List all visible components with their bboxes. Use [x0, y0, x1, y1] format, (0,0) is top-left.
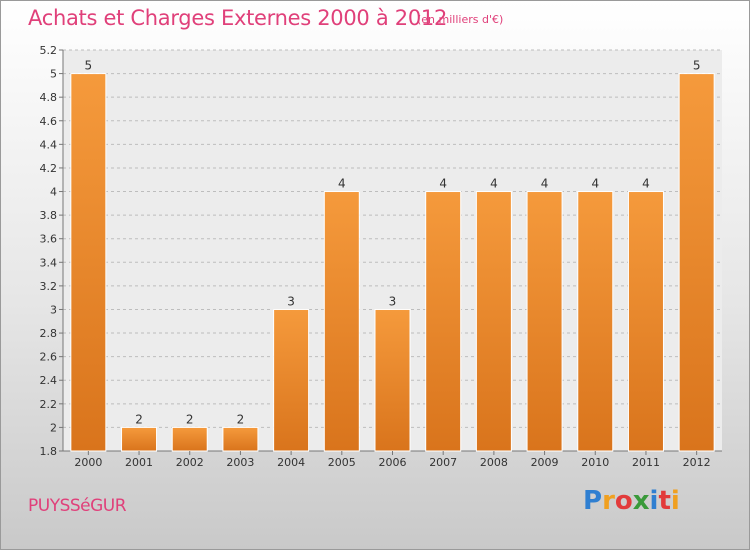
bar [577, 191, 614, 452]
bar-value-label: 4 [338, 177, 346, 191]
chart-title: Achats et Charges Externes 2000 à 2012 [28, 6, 448, 30]
y-tick-label: 3.2 [40, 280, 58, 293]
bar [374, 308, 411, 452]
logo-letter: r [602, 486, 615, 516]
y-tick-label: 2.6 [40, 351, 58, 364]
bar-value-label: 3 [287, 294, 295, 308]
y-tick-label: 4 [50, 186, 57, 199]
bar-value-label: 4 [591, 177, 599, 191]
y-tick-label: 3.8 [40, 209, 58, 222]
bar [425, 191, 462, 452]
bar-value-label: 4 [642, 177, 650, 191]
bar-value-label: 5 [85, 59, 93, 73]
x-tick-label: 2001 [125, 456, 153, 469]
x-tick-label: 2012 [683, 456, 711, 469]
bar [121, 426, 158, 452]
bar [678, 73, 715, 452]
logo-letter: o [614, 486, 633, 516]
x-tick-label: 2010 [581, 456, 609, 469]
bar-value-label: 2 [237, 412, 245, 426]
bar [526, 191, 563, 452]
y-tick-label: 3.4 [40, 256, 58, 269]
bar-value-label: 4 [490, 177, 498, 191]
bar-value-label: 3 [389, 294, 397, 308]
logo-letter: t [658, 486, 671, 516]
y-tick-label: 4.2 [40, 162, 58, 175]
logo-letter: i [649, 486, 659, 516]
logo-letter: i [670, 486, 680, 516]
x-tick-label: 2005 [328, 456, 356, 469]
bar [273, 308, 310, 452]
x-tick-label: 2006 [379, 456, 407, 469]
y-tick-label: 2 [50, 421, 57, 434]
y-tick-label: 5.2 [40, 44, 58, 57]
x-tick-label: 2004 [277, 456, 305, 469]
x-tick-label: 2002 [176, 456, 204, 469]
y-tick-label: 3 [50, 303, 57, 316]
bar-value-label: 2 [135, 412, 143, 426]
proxiti-logo: Proxiti [583, 486, 680, 516]
y-tick-label: 4.8 [40, 91, 58, 104]
x-tick-label: 2007 [429, 456, 457, 469]
x-tick-label: 2011 [632, 456, 660, 469]
bar-value-label: 4 [439, 177, 447, 191]
bar [222, 426, 259, 452]
bar [171, 426, 208, 452]
bar [475, 191, 512, 452]
y-tick-label: 2.2 [40, 398, 58, 411]
x-tick-label: 2009 [531, 456, 559, 469]
x-tick-label: 2000 [74, 456, 102, 469]
chart-unit: (en milliers d'€) [417, 13, 504, 26]
bar-value-label: 2 [186, 412, 194, 426]
x-tick-label: 2003 [226, 456, 254, 469]
bar-value-label: 5 [693, 59, 701, 73]
y-tick-label: 4.4 [40, 138, 58, 151]
y-tick-label: 2.8 [40, 327, 58, 340]
bar [70, 73, 107, 452]
y-tick-label: 1.8 [40, 445, 58, 458]
bar [323, 191, 360, 452]
logo-letter: P [583, 486, 603, 516]
place-name: PUYSSéGUR [28, 496, 127, 516]
y-tick-label: 3.6 [40, 233, 58, 246]
y-tick-label: 4.6 [40, 115, 58, 128]
x-tick-label: 2008 [480, 456, 508, 469]
y-tick-label: 2.4 [40, 374, 58, 387]
logo-letter: x [632, 486, 650, 516]
bar [627, 191, 664, 452]
y-tick-label: 5 [50, 68, 57, 81]
bar-value-label: 4 [541, 177, 549, 191]
